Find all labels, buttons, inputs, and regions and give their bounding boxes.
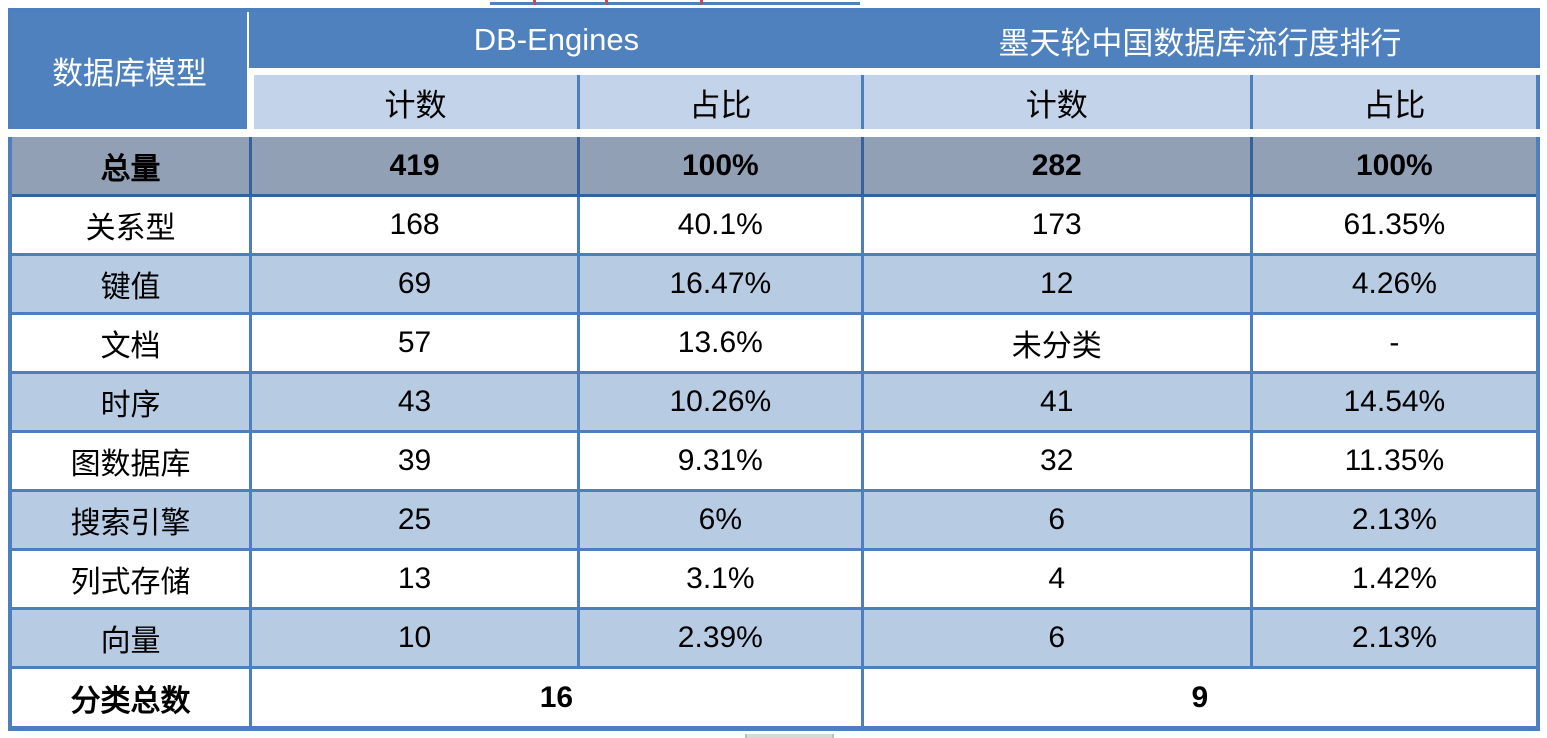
cell-share-modb: - xyxy=(1249,312,1540,374)
column-group-modb-ranking: 墨天轮中国数据库流行度排行 xyxy=(860,8,1540,73)
cell-count-db-engines: 69 xyxy=(249,253,580,315)
table-row: 关系型 168 40.1% 173 61.35% xyxy=(8,194,1540,256)
row-label: 向量 xyxy=(8,607,253,669)
cell-count-modb: 6 xyxy=(860,607,1253,669)
row-label: 搜索引擎 xyxy=(8,489,253,551)
cell-count-db-engines: 13 xyxy=(249,548,580,610)
cell-share-db-engines: 16.47% xyxy=(576,253,864,315)
cell-count-db-engines: 57 xyxy=(249,312,580,374)
cell-count-modb: 未分类 xyxy=(860,312,1253,374)
column-header-count-db-engines: 计数 xyxy=(247,68,580,135)
cell-share-modb: 61.35% xyxy=(1249,194,1540,256)
scrollbar-artifact xyxy=(745,734,834,738)
table-row: 图数据库 39 9.31% 32 11.35% xyxy=(8,430,1540,492)
cell-share-modb: 100% xyxy=(1249,129,1540,197)
cell-share-db-engines: 2.39% xyxy=(576,607,864,669)
cell-share-modb: 11.35% xyxy=(1249,430,1540,492)
cell-count-db-engines: 25 xyxy=(249,489,580,551)
cell-share-modb: 2.13% xyxy=(1249,607,1540,669)
row-label: 图数据库 xyxy=(8,430,253,492)
row-label: 文档 xyxy=(8,312,253,374)
cell-count-modb: 4 xyxy=(860,548,1253,610)
cell-share-modb: 2.13% xyxy=(1249,489,1540,551)
cropped-content-artifact xyxy=(0,0,1547,6)
cell-count-modb: 173 xyxy=(860,194,1253,256)
cell-count-modb: 282 xyxy=(860,129,1253,197)
cropped-mark-artifact xyxy=(605,0,608,5)
cropped-underline-artifact xyxy=(490,2,860,5)
row-label: 列式存储 xyxy=(8,548,253,610)
corner-header-database-model: 数据库模型 xyxy=(8,8,253,135)
row-label: 总量 xyxy=(8,129,253,197)
row-label: 分类总数 xyxy=(8,666,253,730)
table-row: 文档 57 13.6% 未分类 - xyxy=(8,312,1540,374)
sub-header-row: 计数 占比 计数 占比 xyxy=(10,68,1540,135)
cropped-mark-artifact xyxy=(700,0,703,5)
header-group-row: 数据库模型 DB-Engines 墨天轮中国数据库流行度排行 xyxy=(8,8,1540,135)
cell-count-modb: 41 xyxy=(860,371,1253,433)
cropped-mark-artifact xyxy=(533,0,536,5)
row-label: 键值 xyxy=(8,253,253,315)
cell-share-modb: 14.54% xyxy=(1249,371,1540,433)
database-model-comparison-table: 数据库模型 DB-Engines 墨天轮中国数据库流行度排行 计数 占比 计数 … xyxy=(8,8,1540,731)
table-row: 列式存储 13 3.1% 4 1.42% xyxy=(8,548,1540,610)
cell-share-db-engines: 3.1% xyxy=(576,548,864,610)
cell-category-total-modb: 9 xyxy=(860,666,1540,730)
cell-share-modb: 1.42% xyxy=(1249,548,1540,610)
cell-share-db-engines: 10.26% xyxy=(576,371,864,433)
cell-count-db-engines: 10 xyxy=(249,607,580,669)
table-row: 时序 43 10.26% 41 14.54% xyxy=(8,371,1540,433)
cell-count-modb: 12 xyxy=(860,253,1253,315)
cell-count-db-engines: 419 xyxy=(249,129,580,197)
cell-share-db-engines: 100% xyxy=(576,129,864,197)
row-label: 关系型 xyxy=(8,194,253,256)
cell-category-total-db-engines: 16 xyxy=(249,666,864,730)
cell-share-db-engines: 6% xyxy=(576,489,864,551)
cell-count-modb: 6 xyxy=(860,489,1253,551)
cell-share-modb: 4.26% xyxy=(1249,253,1540,315)
table-row: 向量 10 2.39% 6 2.13% xyxy=(8,607,1540,669)
cell-count-db-engines: 168 xyxy=(249,194,580,256)
cell-share-db-engines: 40.1% xyxy=(576,194,864,256)
table-row-category-total: 分类总数 16 9 xyxy=(8,666,1540,730)
column-header-share-db-engines: 占比 xyxy=(576,68,864,135)
cell-share-db-engines: 9.31% xyxy=(576,430,864,492)
row-label: 时序 xyxy=(8,371,253,433)
table-row: 搜索引擎 25 6% 6 2.13% xyxy=(8,489,1540,551)
column-header-count-modb: 计数 xyxy=(860,68,1253,135)
column-group-db-engines: DB-Engines xyxy=(249,8,864,73)
cell-count-db-engines: 39 xyxy=(249,430,580,492)
table-row: 键值 69 16.47% 12 4.26% xyxy=(8,253,1540,315)
cell-count-db-engines: 43 xyxy=(249,371,580,433)
cell-count-modb: 32 xyxy=(860,430,1253,492)
column-header-share-modb: 占比 xyxy=(1249,68,1540,135)
cell-share-db-engines: 13.6% xyxy=(576,312,864,374)
table-row-total: 总量 419 100% 282 100% xyxy=(8,129,1540,197)
